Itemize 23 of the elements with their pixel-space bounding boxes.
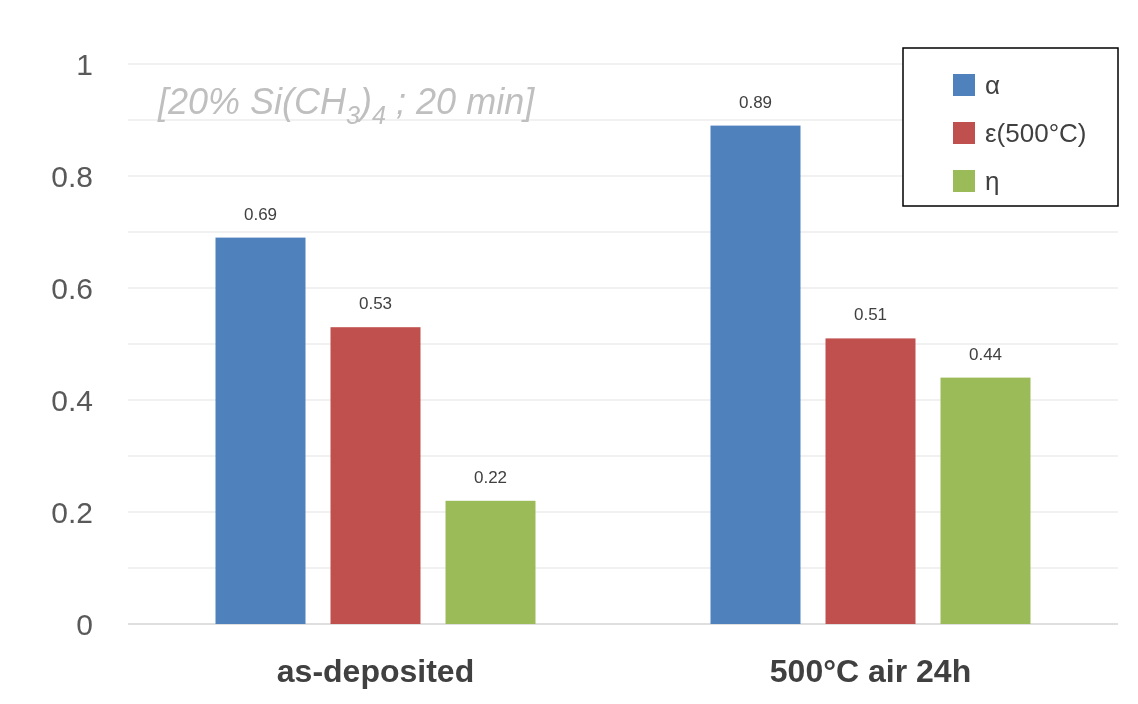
data-label: 0.44	[968, 344, 1003, 364]
bar	[710, 125, 801, 624]
y-tick-label: 1	[76, 47, 93, 81]
y-tick-label: 0.2	[51, 495, 93, 529]
legend-label: η	[985, 166, 1000, 197]
data-label: 0.53	[358, 294, 393, 314]
data-label: 0.69	[243, 204, 278, 224]
bar	[445, 500, 536, 624]
y-tick-label: 0.4	[51, 383, 93, 417]
y-tick-label: 0.6	[51, 271, 93, 305]
data-label: 0.51	[853, 305, 888, 325]
data-label: 0.22	[473, 467, 508, 487]
y-tick-label: 0	[76, 607, 93, 641]
legend-label: α	[985, 70, 1001, 101]
legend-label: ε(500°C)	[985, 118, 1087, 149]
y-tick-label: 0.8	[51, 159, 93, 193]
data-label: 0.89	[738, 92, 773, 112]
bar	[330, 327, 421, 624]
x-tick-label: 500°C air 24h	[769, 653, 972, 689]
bar	[825, 338, 916, 624]
x-tick-label: as-deposited	[276, 653, 475, 689]
bar	[940, 377, 1031, 624]
bar	[215, 237, 306, 624]
